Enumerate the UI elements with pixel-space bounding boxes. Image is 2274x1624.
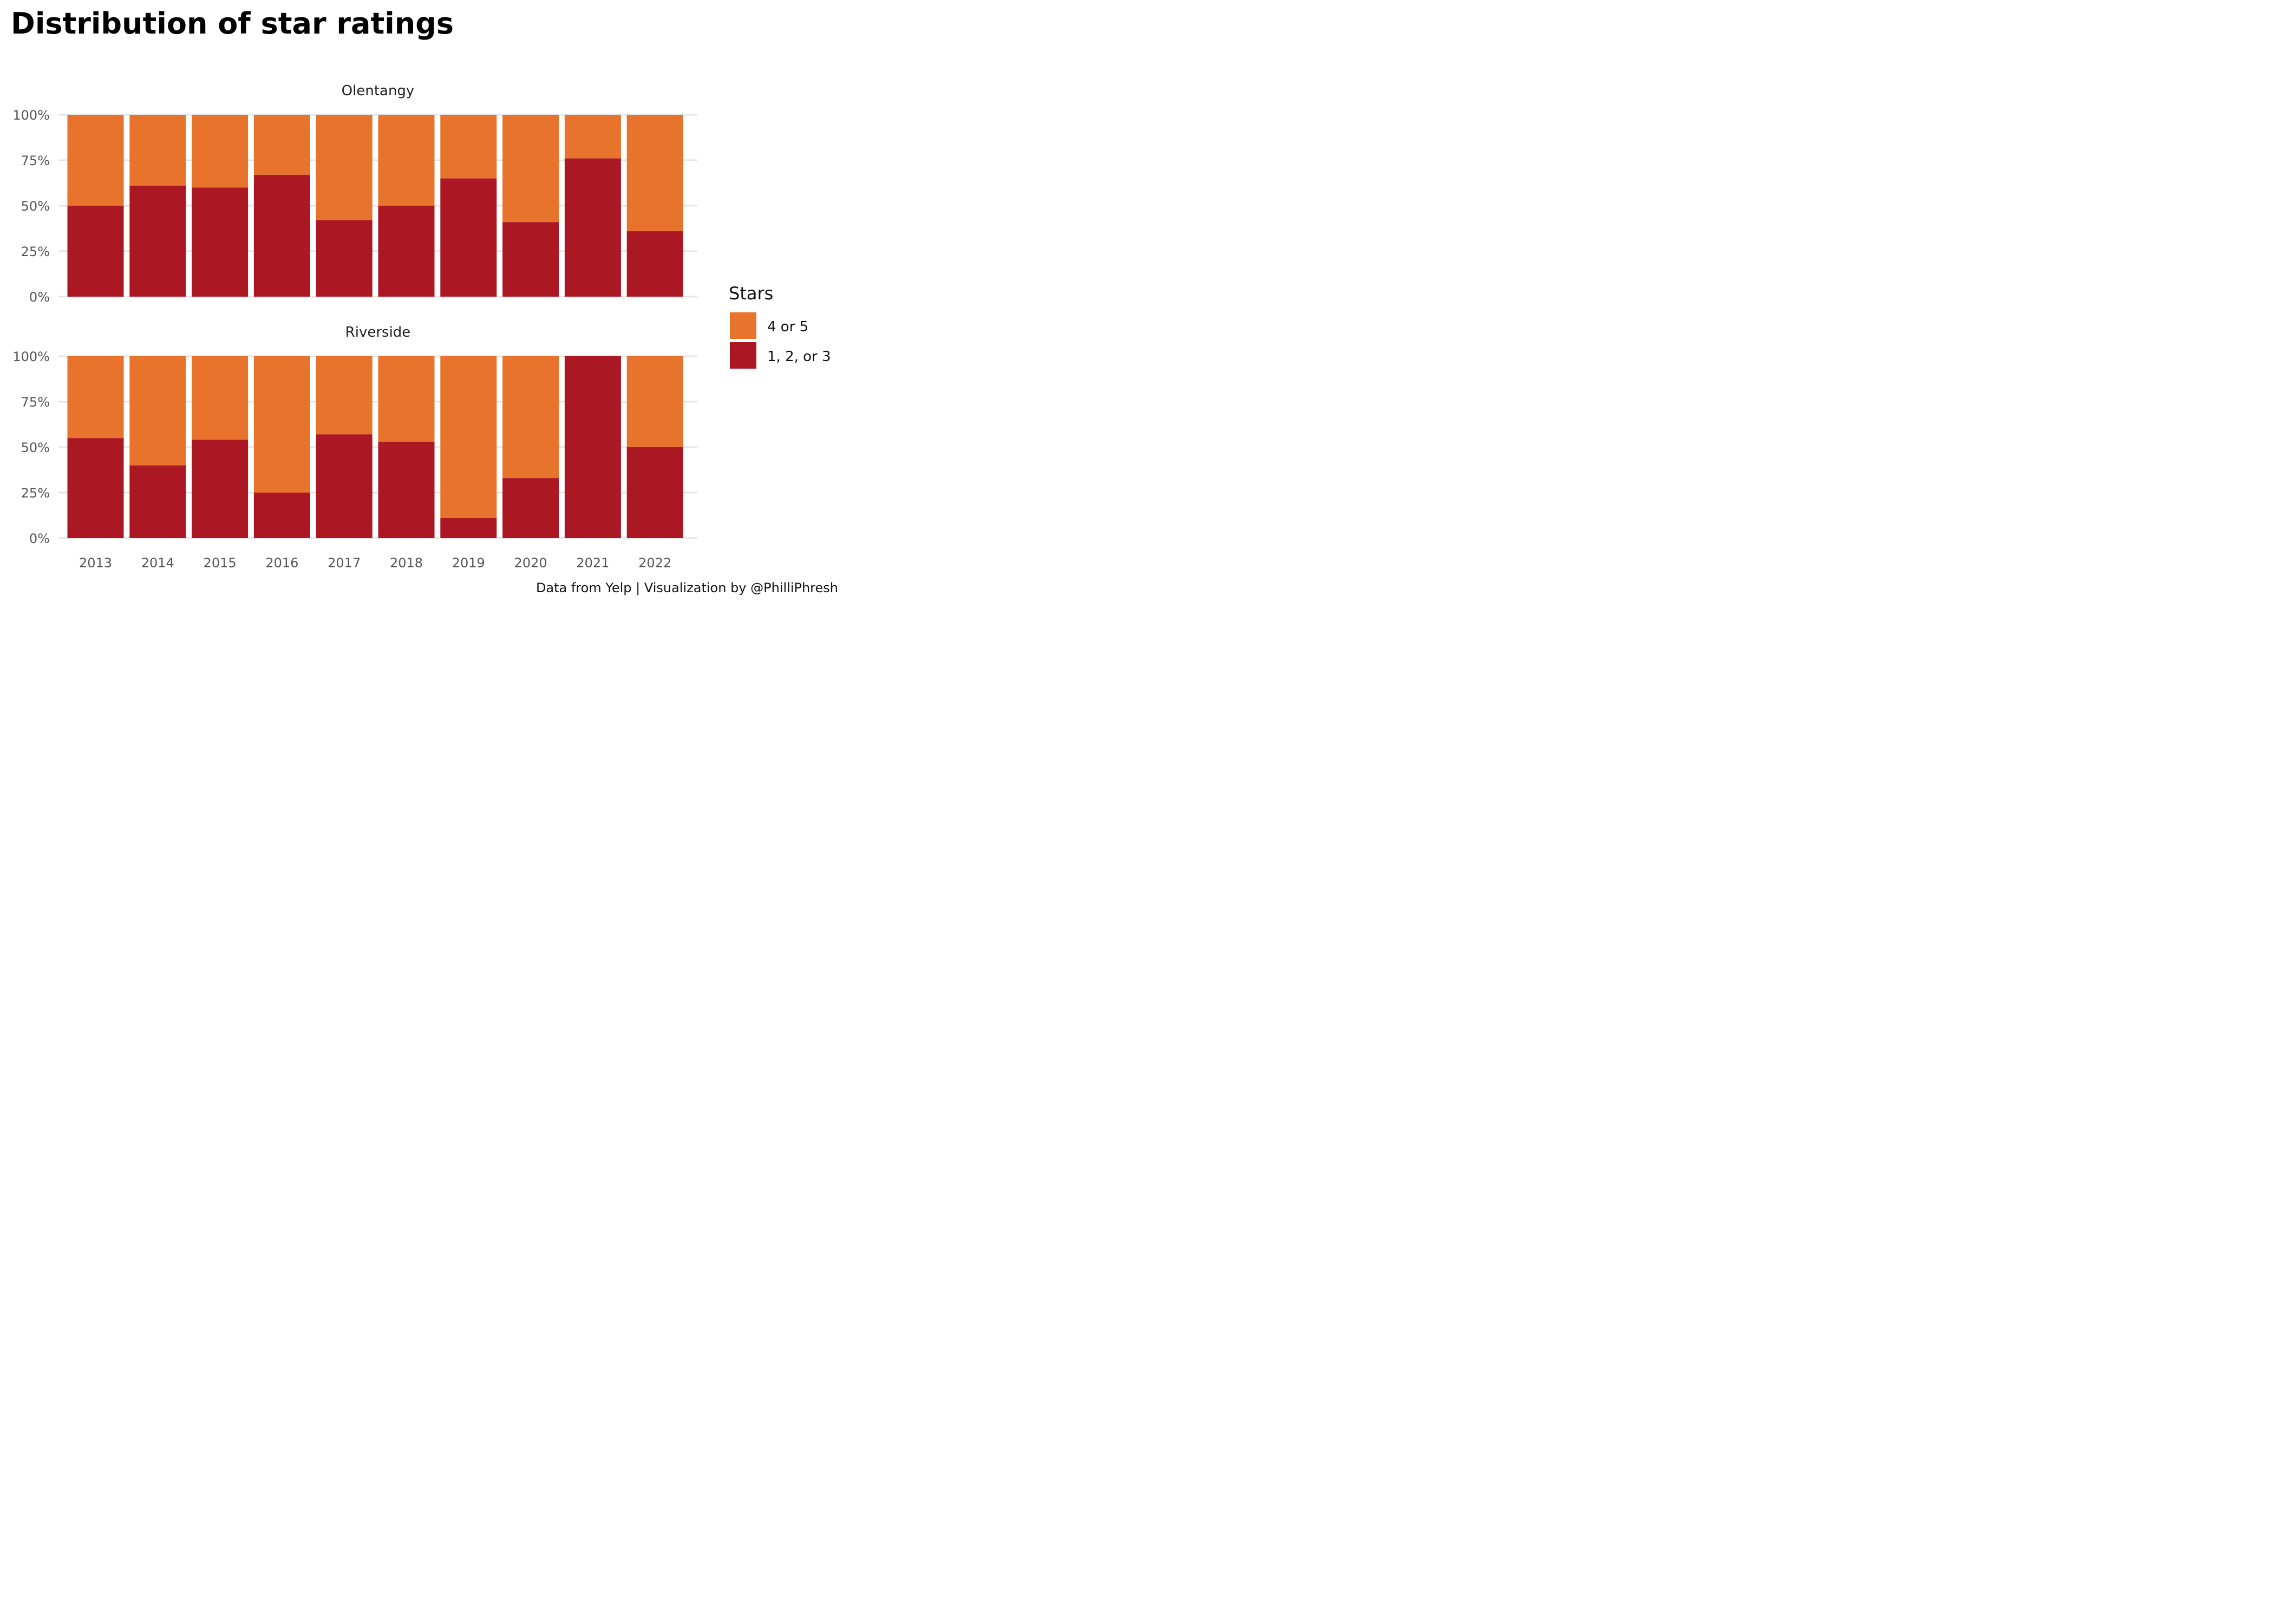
bar-riverside-2015-1-2-or-3 [192,440,249,538]
y-tick-label: 50% [21,199,50,214]
bar-olentangy-2018-1-2-or-3 [378,206,435,297]
facet-title-riverside: Riverside [345,324,411,340]
x-tick-label-2016: 2016 [265,555,298,571]
x-tick-label-2020: 2020 [514,555,547,571]
x-tick-label-2017: 2017 [328,555,361,571]
y-tick-label: 25% [21,244,50,259]
bar-riverside-2019-1-2-or-3 [440,518,497,538]
bar-riverside-2022-1-2-or-3 [626,447,683,538]
bar-olentangy-2015-4-or-5 [192,115,249,188]
bar-riverside-2013-4-or-5 [67,356,124,438]
bar-riverside-2017-1-2-or-3 [316,434,373,538]
x-tick-label-2019: 2019 [452,555,485,571]
bar-riverside-2013-1-2-or-3 [67,438,124,538]
x-tick-label-2014: 2014 [141,555,174,571]
bar-olentangy-2021-4-or-5 [564,115,621,159]
bar-riverside-2019-4-or-5 [440,356,497,519]
y-tick-label: 75% [21,153,50,168]
panel-olentangy: 0% 25% 50% 75% 100% [12,108,697,305]
bar-olentangy-2014-4-or-5 [129,115,186,186]
bar-olentangy-2017-4-or-5 [316,115,373,220]
bar-riverside-2020-1-2-or-3 [502,478,559,538]
bar-riverside-2014-1-2-or-3 [129,465,186,538]
x-tick-label-2022: 2022 [638,555,671,571]
bar-olentangy-2013-1-2-or-3 [67,206,124,297]
legend: Stars 4 or 5 1, 2, or 3 [729,283,831,369]
y-tick-label: 25% [21,486,50,501]
legend-swatch-1-2-or-3 [730,342,756,369]
legend-swatch-4-or-5 [730,312,756,339]
bar-olentangy-2022-4-or-5 [626,115,683,232]
chart-title: Distribution of star ratings [11,6,454,41]
bar-olentangy-2018-4-or-5 [378,115,435,206]
y-tick-label: 100% [12,108,50,123]
bar-riverside-2017-4-or-5 [316,356,373,435]
bar-olentangy-2016-1-2-or-3 [253,174,310,297]
legend-label-4-or-5: 4 or 5 [767,319,808,335]
bar-olentangy-2020-1-2-or-3 [502,222,559,297]
x-tick-label-2015: 2015 [204,555,237,571]
legend-label-1-2-or-3: 1, 2, or 3 [767,349,831,365]
bar-riverside-2022-4-or-5 [626,356,683,447]
bar-riverside-2016-4-or-5 [253,356,310,493]
bar-riverside-2020-4-or-5 [502,356,559,479]
facet-title-olentangy: Olentangy [342,83,415,99]
chart-caption: Data from Yelp | Visualization by @Phill… [536,580,838,595]
y-tick-label: 50% [21,440,50,455]
y-tick-label: 0% [29,290,50,305]
bar-riverside-2015-4-or-5 [192,356,249,440]
legend-title: Stars [729,283,773,304]
panel-riverside: 0% 25% 50% 75% 100% [12,349,697,546]
bar-olentangy-2019-4-or-5 [440,115,497,179]
bar-riverside-2018-1-2-or-3 [378,441,435,538]
bar-olentangy-2021-1-2-or-3 [564,158,621,297]
bar-olentangy-2013-4-or-5 [67,115,124,206]
y-tick-label: 100% [12,349,50,364]
bar-olentangy-2017-1-2-or-3 [316,220,373,297]
bar-riverside-2018-4-or-5 [378,356,435,442]
x-tick-label-2013: 2013 [79,555,112,571]
bar-olentangy-2020-4-or-5 [502,115,559,222]
bar-olentangy-2019-1-2-or-3 [440,178,497,297]
bar-olentangy-2022-1-2-or-3 [626,231,683,297]
y-tick-label: 0% [29,531,50,546]
bar-riverside-2021-1-2-or-3 [564,356,621,538]
x-tick-label-2021: 2021 [576,555,609,571]
y-tick-label: 75% [21,395,50,410]
chart-canvas: Distribution of star ratings Olentangy 0… [11,6,838,595]
bar-olentangy-2014-1-2-or-3 [129,186,186,297]
x-axis: 2013 2014 2015 2016 2017 2018 2019 2020 2021 2022 [79,555,671,571]
x-tick-label-2018: 2018 [390,555,423,571]
bar-riverside-2014-4-or-5 [129,356,186,466]
bar-olentangy-2015-1-2-or-3 [192,187,249,297]
bar-olentangy-2016-4-or-5 [253,115,310,175]
bar-riverside-2016-1-2-or-3 [253,493,310,538]
